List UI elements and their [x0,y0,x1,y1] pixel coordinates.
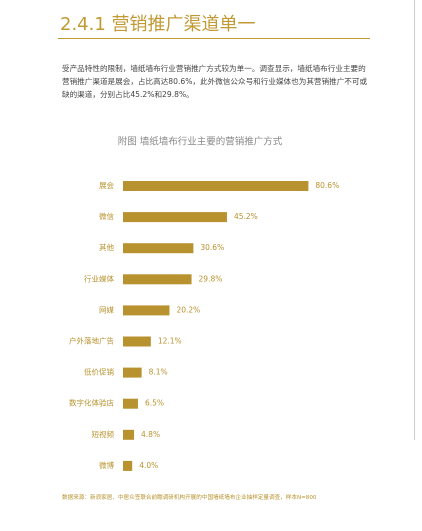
chart-title: 附图 墙纸墙布行业主要的营销推广方式 [118,136,283,148]
category-label: 数字化体验店 [69,398,114,408]
title-rule [58,38,370,39]
category-label: 户外落地广告 [69,336,114,346]
value-label: 8.1% [149,368,168,377]
value-label: 30.6% [200,243,224,252]
category-label: 微信 [99,211,114,221]
bar [123,274,192,285]
paragraph: 受产品特性的限制，墙纸墙布行业营销推广方式较为单一。调查显示，墙纸墙布行业主要的… [62,64,368,99]
value-label: 20.2% [176,305,200,314]
category-label: 展会 [99,180,114,190]
category-label: 低价促销 [84,367,114,377]
bar [123,460,133,471]
bar [123,212,227,223]
bar [123,181,309,191]
category-label: 网媒 [99,305,114,314]
source-note: 数据来源：新浪家居、中居众签联合前瞻调研机构开展的中国墙纸墙布企业抽样定量调查，… [62,495,317,501]
value-label: 29.8% [199,274,223,283]
category-label: 短视频 [92,429,115,439]
bar [123,398,138,409]
value-label: 12.1% [158,337,182,346]
section-title: 2.4.1 营销推广渠道单一 [60,14,256,35]
value-label: 80.6% [315,181,339,190]
bar [123,243,194,254]
category-label: 其他 [99,242,114,252]
bar [123,305,170,316]
value-label: 4.0% [139,461,158,470]
page-edge [414,0,415,440]
chart: 附图 墙纸墙布行业主要的营销推广方式 展会 80.6% 微信 45.2% 其他 30.6%… [69,136,339,471]
bar [123,367,142,378]
category-label: 行业媒体 [84,273,114,283]
bar [123,336,151,347]
value-label: 4.8% [141,430,160,439]
bar [123,429,135,440]
value-label: 45.2% [234,212,258,221]
category-label: 微博 [99,460,114,470]
value-label: 6.5% [145,399,164,408]
